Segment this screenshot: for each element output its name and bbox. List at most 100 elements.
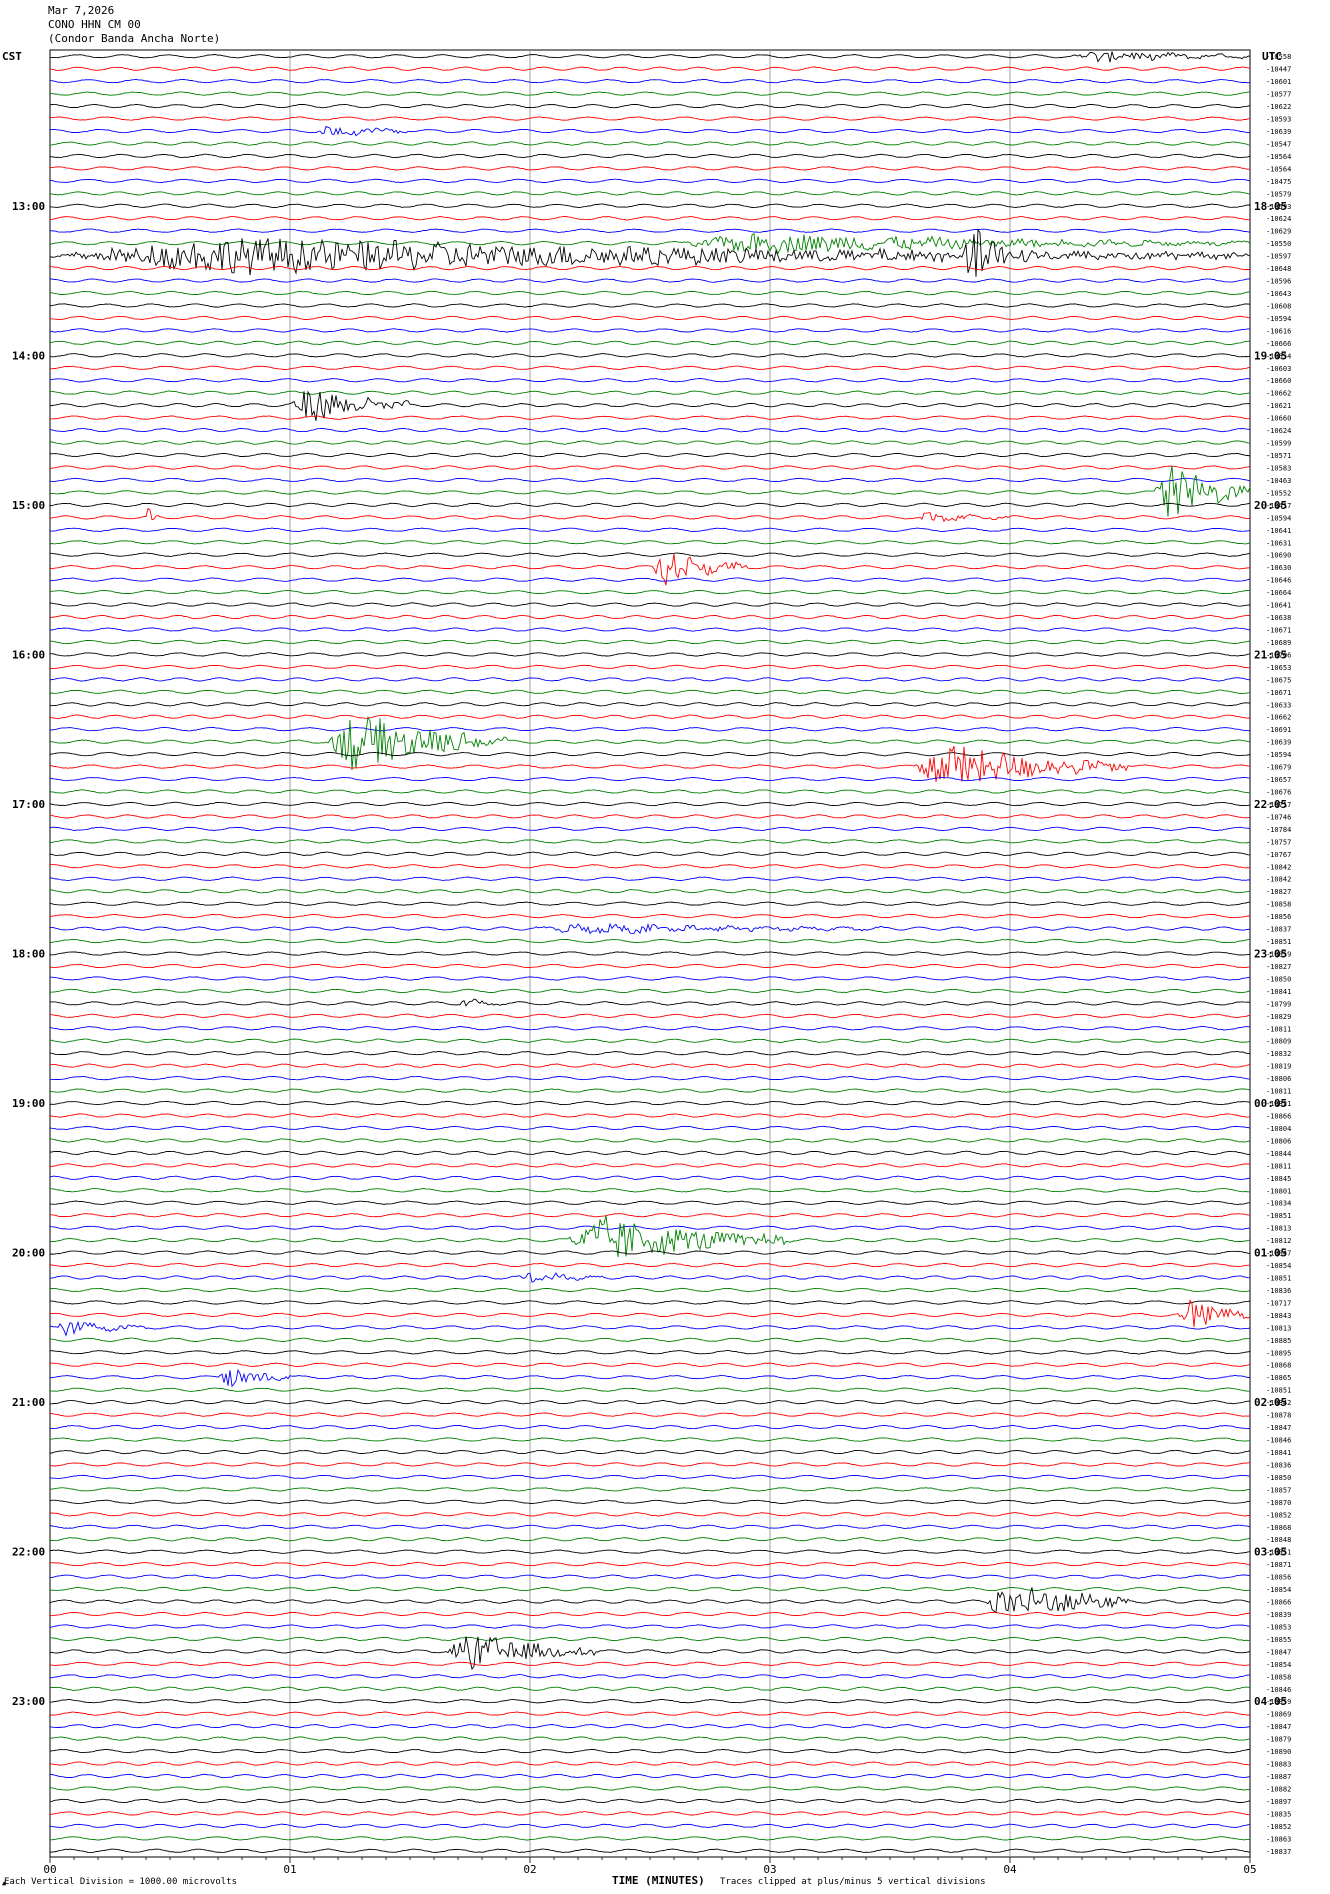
trace-offset-label: -10837 [1266,1848,1291,1856]
seismic-trace [49,1587,1251,1614]
trace-offset-label: -10854 [1266,1661,1291,1669]
seismic-trace [49,340,1251,346]
seismic-trace [49,1686,1251,1691]
trace-offset-label: -10675 [1266,676,1291,684]
seismic-trace [49,814,1250,819]
seismic-trace [49,507,1251,523]
trace-offset-label: -10811 [1266,1025,1291,1033]
trace-offset-label: -10871 [1266,1561,1291,1569]
seismic-trace [50,166,1251,171]
seismic-trace [49,540,1251,545]
trace-offset-label: -10841 [1266,988,1291,996]
seismic-trace [49,66,1251,71]
seismic-trace [49,602,1251,607]
trace-offset-label: -10895 [1266,1349,1291,1357]
trace-offset-label: -10767 [1266,851,1291,859]
trace-offset-label: -10654 [1266,352,1291,360]
trace-offset-label: -10641 [1266,527,1291,535]
x-tick-label: 01 [283,1863,296,1876]
seismic-trace [49,1300,1251,1305]
left-hour-label: 20:00 [12,1247,45,1260]
seismic-trace [49,315,1251,321]
seismic-trace [49,365,1251,370]
seismic-trace [49,627,1251,632]
trace-offset-label: -10608 [1266,302,1291,310]
trace-offset-label: -10834 [1266,1200,1291,1208]
right-hour-label: 18:05 [1254,200,1287,213]
trace-offset-label: -10717 [1266,1299,1291,1307]
trace-offset-label: -10809 [1266,1038,1291,1046]
trace-offset-label: -10852 [1266,1511,1291,1519]
seismic-trace [49,440,1251,445]
seismic-trace [50,1424,1251,1430]
seismic-trace [49,1711,1251,1716]
trace-offset-label: -10854 [1266,1586,1291,1594]
seismic-trace [49,801,1251,807]
trace-offset-label: -10845 [1266,1175,1291,1183]
trace-offset-label: -10882 [1266,1785,1291,1793]
seismic-trace [49,1350,1251,1355]
trace-offset-label: -10842 [1266,1399,1291,1407]
seismic-trace [50,527,1251,532]
seismic-trace [49,390,1251,421]
trace-offset-label: -10811 [1266,1088,1291,1096]
trace-offset-label: -10593 [1266,116,1291,124]
seismic-trace [49,191,1251,196]
trace-offset-label: -10657 [1266,776,1291,784]
seismic-trace [49,839,1251,844]
trace-offset-label: -10641 [1266,602,1291,610]
trace-offset-label: -10594 [1266,751,1291,759]
trace-offset-label: -10829 [1266,1013,1291,1021]
trace-offset-label: -10660 [1266,415,1291,423]
seismic-trace [49,477,1251,483]
seismic-trace [49,216,1250,221]
trace-offset-label: -10631 [1266,539,1291,547]
trace-offset-label: -10859 [1266,1698,1291,1706]
trace-offset-label: -10846 [1266,1437,1291,1445]
trace-offset-label: -10841 [1266,1449,1291,1457]
seismic-trace [49,1487,1251,1492]
trace-offset-label: -10616 [1266,327,1291,335]
plot-frame [49,49,1251,1858]
seismic-trace [50,1113,1251,1118]
seismic-trace [49,1437,1251,1442]
scale-note: Each Vertical Division = 1000.00 microvo… [4,1877,237,1887]
seismic-trace [49,876,1251,881]
seismic-trace [50,1537,1251,1542]
trace-offset-label: -10842 [1266,863,1291,871]
seismic-trace [49,1075,1251,1081]
station-location: (Condor Banda Ancha Norte) [48,32,221,45]
trace-offset-label: -10855 [1266,1636,1291,1644]
seismic-trace [50,1512,1251,1517]
trace-offset-label: -10827 [1266,888,1291,896]
left-hour-label: 19:00 [12,1097,45,1110]
seismic-trace [49,1163,1251,1168]
trace-offset-label: -10622 [1266,103,1291,111]
seismic-trace [49,1636,1251,1671]
trace-offset-label: -10558 [1266,53,1291,61]
seismic-trace [49,1811,1251,1816]
trace-offset-label: -10878 [1266,1412,1291,1420]
trace-offset-label: -10691 [1266,726,1291,734]
trace-offset-label: -10859 [1266,951,1291,959]
trace-offset-label: -10879 [1266,1736,1291,1744]
right-hour-label: 22:05 [1254,798,1287,811]
trace-offset-label: -10630 [1266,564,1291,572]
trace-offset-label: -10801 [1266,1187,1291,1195]
trace-offset-label: -10594 [1266,514,1291,522]
seismic-trace [49,689,1251,694]
trace-offset-label: -10851 [1266,1549,1291,1557]
seismic-trace [50,1412,1251,1417]
trace-offset-label: -10837 [1266,926,1291,934]
seismic-trace [49,639,1251,645]
left-hour-label: 18:00 [12,948,45,961]
trace-offset-label: -10813 [1266,1324,1291,1332]
seismic-trace [49,988,1251,994]
seismic-trace [50,1200,1250,1205]
seismic-trace [49,1736,1251,1741]
trace-offset-label: -10447 [1266,66,1291,74]
seismic-trace [49,922,1251,935]
seismic-trace [49,452,1251,458]
trace-offset-label: -10643 [1266,290,1291,298]
seismic-trace [49,1561,1251,1567]
